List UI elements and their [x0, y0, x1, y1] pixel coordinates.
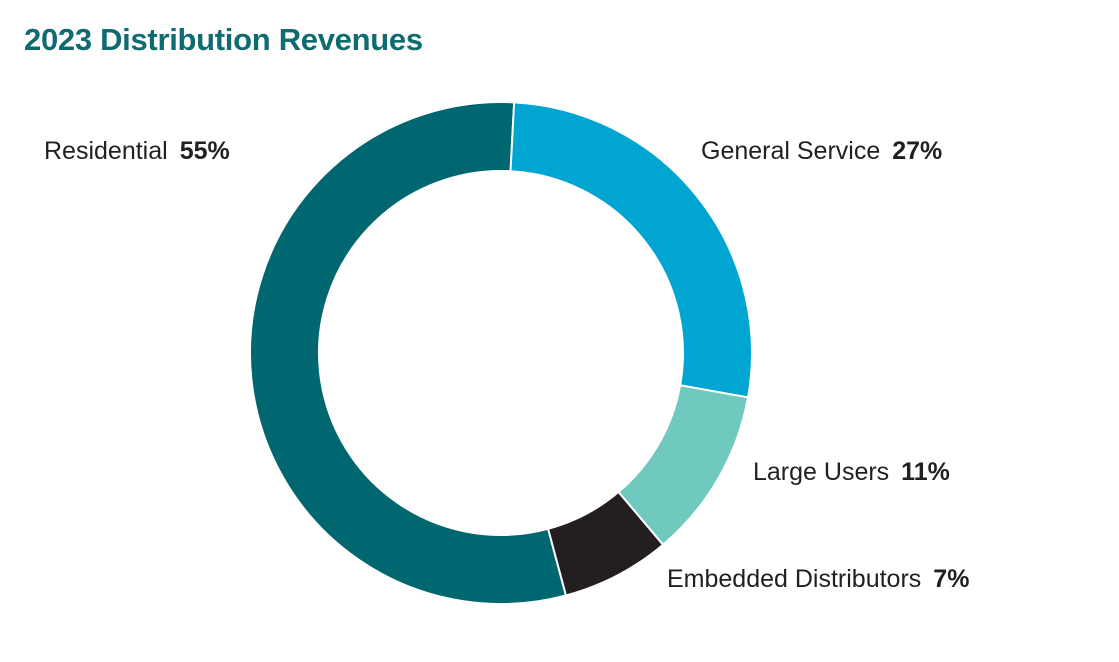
label-large-users-value: 11% [901, 458, 950, 486]
label-residential-name: Residential [44, 137, 168, 165]
slice-general-service [509, 101, 753, 399]
label-general-service-name: General Service [701, 137, 881, 165]
slice-residential [248, 101, 568, 605]
label-general-service: General Service 27% [701, 136, 942, 166]
label-embedded-distributors: Embedded Distributors 7% [667, 564, 969, 594]
slice-embedded-distributors [546, 490, 665, 597]
label-residential-value: 55% [179, 137, 230, 165]
label-large-users: Large Users 11% [753, 457, 950, 487]
label-large-users-name: Large Users [753, 458, 890, 486]
chart-title: 2023 Distribution Revenues [24, 22, 423, 57]
label-embedded-distributors-name: Embedded Distributors [667, 565, 922, 593]
label-residential: Residential 55% [44, 136, 230, 166]
label-embedded-distributors-value: 7% [933, 565, 970, 593]
label-general-service-value: 27% [892, 137, 943, 165]
